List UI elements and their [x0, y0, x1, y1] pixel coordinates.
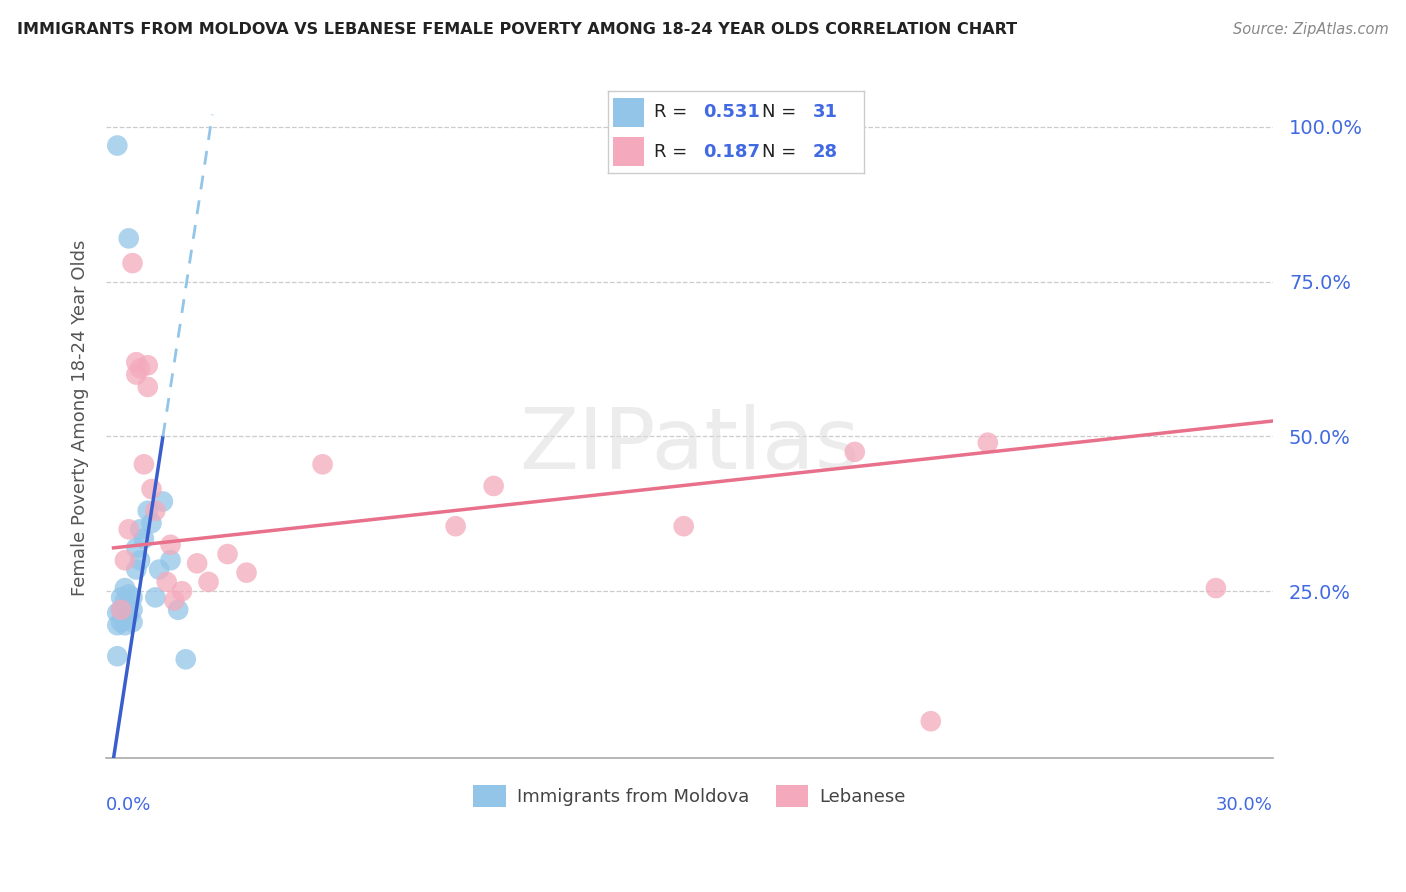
Point [311, 458, 333, 472]
Point [105, 618, 128, 632]
Point [114, 618, 136, 632]
Legend: Immigrants from Moldova, Lebanese: Immigrants from Moldova, Lebanese [465, 778, 912, 814]
Point [125, 355, 148, 369]
Point [482, 479, 505, 493]
Point [217, 547, 239, 561]
Point [121, 256, 143, 270]
Point [114, 606, 136, 620]
Point [114, 581, 136, 595]
Point [125, 563, 148, 577]
Point [129, 361, 152, 376]
Point [105, 138, 128, 153]
Point [114, 553, 136, 567]
Point [136, 504, 159, 518]
Point [156, 574, 179, 589]
Point [136, 359, 159, 373]
Y-axis label: Female Poverty Among 18-24 Year Olds: Female Poverty Among 18-24 Year Olds [72, 240, 89, 596]
Point [148, 563, 170, 577]
Point [141, 516, 163, 530]
Point [444, 519, 467, 533]
Point [167, 603, 190, 617]
Point [110, 603, 132, 617]
Point [141, 482, 163, 496]
Point [672, 519, 695, 533]
Text: 0.0%: 0.0% [105, 796, 152, 814]
Point [136, 380, 159, 394]
Point [170, 584, 193, 599]
Point [186, 557, 208, 571]
Point [152, 494, 174, 508]
Point [844, 445, 866, 459]
Point [125, 368, 148, 382]
Point [132, 532, 155, 546]
Point [118, 587, 141, 601]
Point [118, 599, 141, 614]
Point [118, 609, 141, 624]
Point [121, 603, 143, 617]
Point [118, 231, 141, 245]
Point [143, 504, 166, 518]
Point [1205, 581, 1227, 595]
Point [143, 591, 166, 605]
Point [174, 652, 197, 666]
Point [110, 603, 132, 617]
Point [235, 566, 257, 580]
Point [197, 574, 219, 589]
Point [125, 541, 148, 555]
Point [121, 591, 143, 605]
Point [121, 615, 143, 629]
Point [105, 649, 128, 664]
Point [977, 435, 1000, 450]
Point [132, 458, 155, 472]
Text: IMMIGRANTS FROM MOLDOVA VS LEBANESE FEMALE POVERTY AMONG 18-24 YEAR OLDS CORRELA: IMMIGRANTS FROM MOLDOVA VS LEBANESE FEMA… [17, 22, 1017, 37]
Point [110, 615, 132, 629]
Point [129, 522, 152, 536]
Point [159, 538, 181, 552]
Text: 30.0%: 30.0% [1216, 796, 1272, 814]
Text: ZIPatlas: ZIPatlas [519, 403, 859, 487]
Point [129, 553, 152, 567]
Point [163, 593, 186, 607]
Point [114, 593, 136, 607]
Point [920, 714, 942, 729]
Point [105, 606, 128, 620]
Point [159, 553, 181, 567]
Point [118, 522, 141, 536]
Text: Source: ZipAtlas.com: Source: ZipAtlas.com [1233, 22, 1389, 37]
Point [110, 591, 132, 605]
